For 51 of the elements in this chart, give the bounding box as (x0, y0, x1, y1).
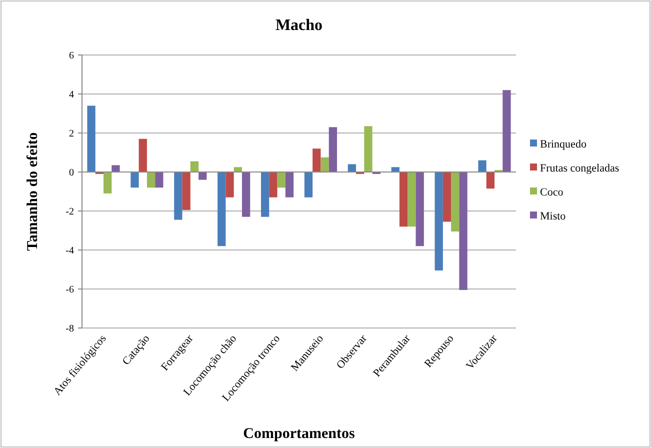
legend-label: Brinquedo (540, 138, 587, 150)
bar (104, 172, 112, 194)
bar (190, 161, 199, 172)
bar (112, 165, 120, 172)
bar (478, 160, 486, 172)
y-tick-label: -8 (66, 324, 74, 334)
chart-title: Macho (275, 17, 323, 34)
bar (260, 172, 270, 217)
y-tick-label: 4 (69, 90, 74, 100)
bar (442, 172, 452, 222)
bar (198, 172, 207, 180)
bar (312, 148, 321, 172)
bar (502, 90, 511, 172)
y-tick-label: 6 (69, 50, 74, 62)
bar (328, 127, 338, 172)
bar (138, 138, 147, 172)
bar (218, 172, 226, 246)
bar (486, 172, 494, 189)
bar (459, 172, 468, 290)
bar (146, 172, 156, 188)
y-tick-label: -2 (66, 206, 74, 218)
bar (451, 172, 460, 232)
bar (155, 172, 164, 188)
legend-label: Frutas congeladas (540, 162, 620, 174)
bar (87, 106, 96, 172)
bar (399, 172, 408, 227)
bar (364, 126, 372, 172)
bar (234, 167, 242, 172)
bar (416, 172, 424, 246)
bar (348, 164, 356, 172)
y-tick-label: -6 (66, 284, 74, 296)
bar (434, 172, 443, 270)
y-axis-title: Tamanho do efeito (25, 132, 41, 251)
bar (320, 157, 329, 172)
y-tick-label: 0 (69, 168, 74, 178)
bar (182, 172, 190, 210)
bar (130, 172, 139, 188)
y-tick-label: -4 (66, 246, 74, 256)
bar (285, 172, 294, 198)
bar (277, 172, 286, 188)
x-axis-title: Comportamentos (243, 426, 355, 442)
bar (269, 172, 278, 198)
legend-label: Coco (540, 186, 564, 198)
bar (242, 172, 250, 217)
bar (408, 172, 416, 227)
bar (391, 167, 400, 172)
bar (174, 172, 182, 220)
bar (304, 172, 313, 198)
bar (226, 172, 234, 198)
y-tick-label: 2 (69, 128, 74, 140)
legend-label: Misto (540, 210, 566, 222)
